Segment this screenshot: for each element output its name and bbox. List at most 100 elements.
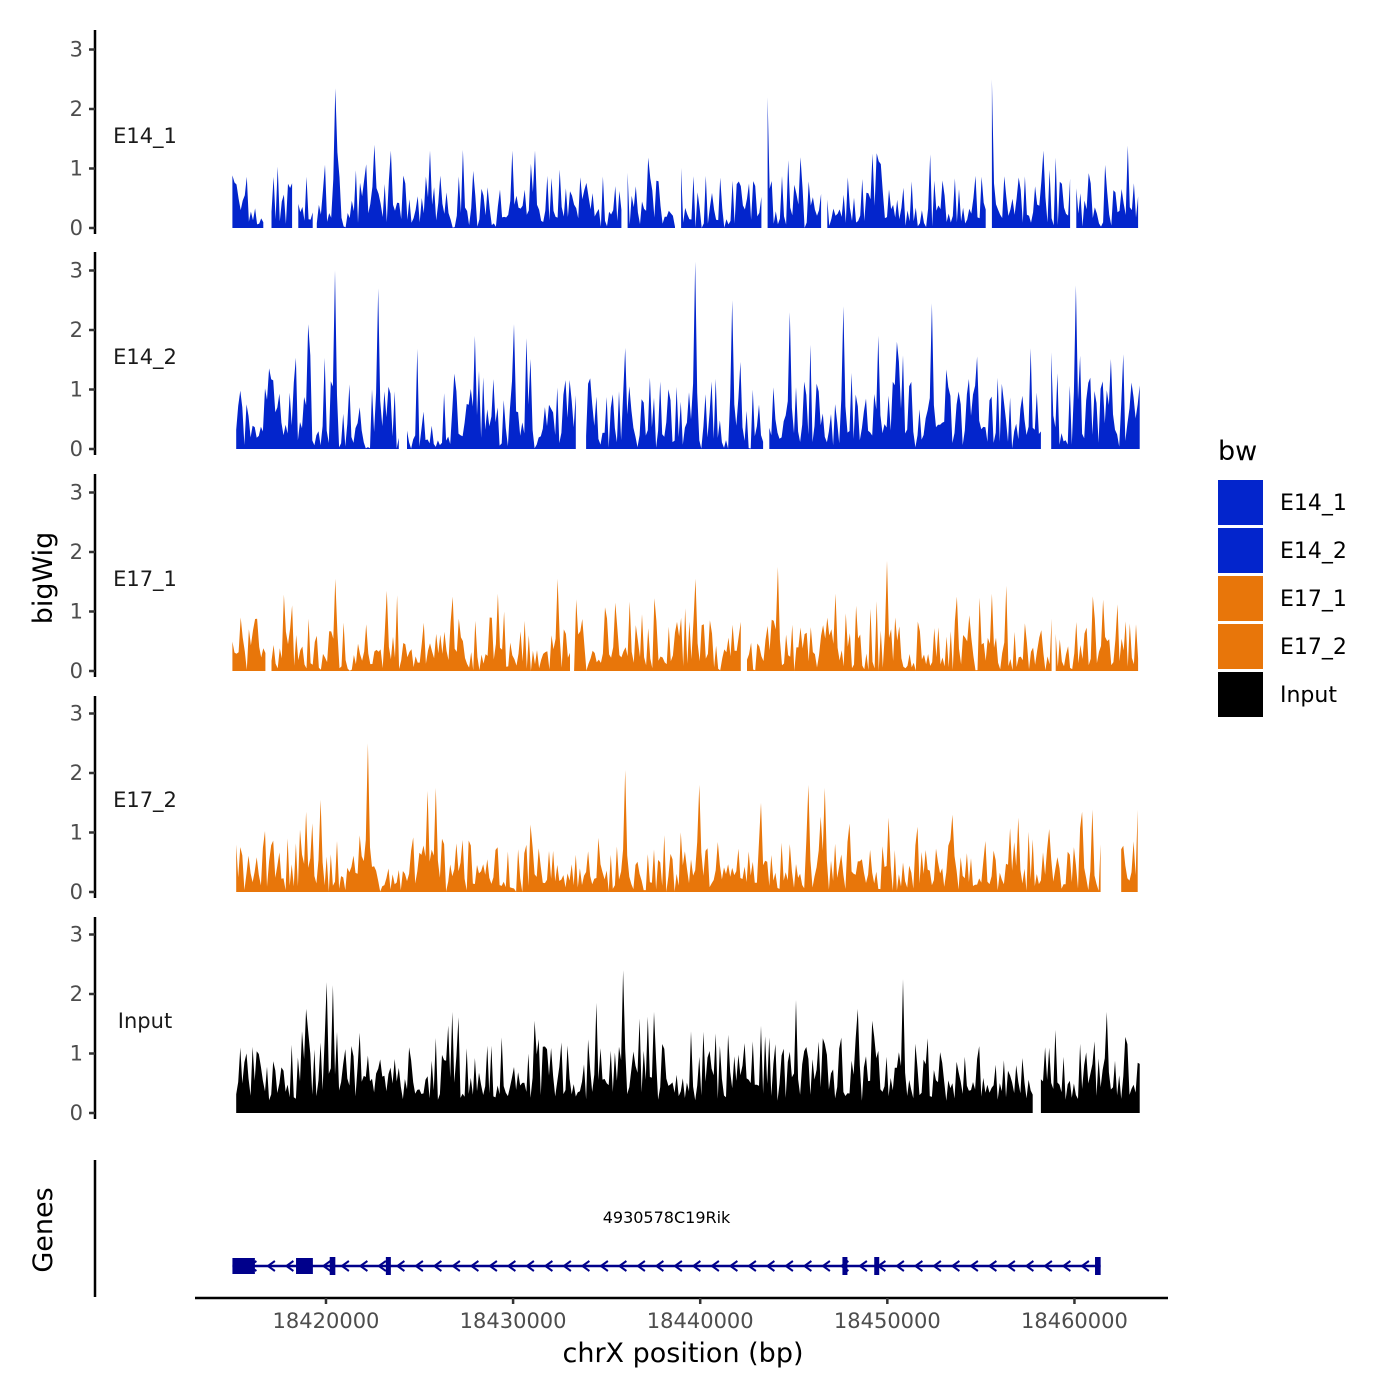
y-tick-label: 2 [70,761,83,785]
legend-title: bw [1218,436,1257,467]
strand-arrow [747,1260,757,1272]
strand-arrow [1006,1260,1016,1272]
signal-area [236,270,399,449]
x-tick-label: 18460000 [1021,1309,1128,1333]
signal-area [747,560,1052,671]
exon [385,1257,391,1275]
x-tick-label: 18440000 [647,1309,754,1333]
strand-arrow [414,1260,424,1272]
strand-arrow [710,1260,720,1272]
strand-arrow [488,1260,498,1272]
x-tick-label: 18430000 [460,1309,567,1333]
exon [874,1257,880,1275]
y-tick-label: 1 [70,157,83,181]
gene-panel: 4930578C19Rik [93,1160,1101,1297]
strand-arrow [802,1260,812,1272]
legend-label: E14_2 [1280,539,1347,564]
strand-arrow [1080,1260,1090,1272]
y-tick-label: 0 [70,659,83,683]
y-tick-label: 0 [70,437,83,461]
legend-swatch [1218,576,1263,621]
y-tick-label: 2 [70,982,83,1006]
strand-arrow [562,1260,572,1272]
signal-area [1051,285,1140,449]
exon [329,1257,336,1275]
strand-arrow [654,1260,664,1272]
strand-arrow [895,1260,905,1272]
signal-area [1040,1011,1140,1113]
signal-area [1055,596,1139,671]
gene-name-label: 4930578C19Rik [603,1208,731,1227]
gene-model: 4930578C19Rik [232,1208,1101,1275]
strand-arrow [525,1260,535,1272]
strand-arrow [673,1260,683,1272]
track-label: E14_1 [113,124,177,149]
strand-arrow [266,1260,276,1272]
legend-label: Input [1280,683,1337,708]
signal-area [991,79,1071,228]
strand-arrow [1043,1260,1053,1272]
legend-label: E17_2 [1280,635,1347,660]
strand-arrow [358,1260,368,1272]
y-tick-label: 2 [70,318,83,342]
y-tick-label: 3 [70,38,83,62]
track-label: E14_2 [113,345,177,370]
y-tick-label: 2 [70,97,83,121]
exon [296,1258,313,1274]
signal-area [271,578,570,671]
y-tick-label: 1 [70,821,83,845]
signal-area [574,578,741,671]
track-e17-2: 0 1 2 3 E17_2 [70,696,1138,904]
strand-arrow [451,1260,461,1272]
strand-arrow [543,1260,553,1272]
strand-arrow [691,1260,701,1272]
legend-swatch [1218,480,1263,525]
legend-swatch [1218,624,1263,669]
signal-area [236,743,1101,892]
strand-arrow [377,1260,387,1272]
y-tick-label: 1 [70,378,83,402]
strand-arrow [432,1260,442,1272]
y-tick-label: 2 [70,540,83,564]
signal-area [232,617,266,671]
signal-area [1076,145,1139,228]
strand-arrow [284,1260,294,1272]
track-label: Input [118,1009,172,1033]
legend-label: E14_1 [1280,491,1347,516]
y-tick-label: 1 [70,600,83,624]
strand-arrow [932,1260,942,1272]
strand-arrow [617,1260,627,1272]
strand-arrow [636,1260,646,1272]
signal-area [627,157,675,228]
signal-area [298,176,313,228]
x-tick-label: 18450000 [834,1309,941,1333]
x-axis-title: chrX position (bp) [562,1338,803,1369]
signal-area [681,167,762,228]
track-e14-2: 0 1 2 3 E14_2 [70,252,1140,461]
track-e14-1: 0 1 2 3 E14_1 [70,30,1139,240]
exon [1095,1257,1101,1275]
genes-axis-title: Genes [28,1187,59,1272]
track-input: 0 1 2 3 Input [70,917,1140,1125]
signal-area [316,88,622,228]
strand-arrow [858,1260,868,1272]
strand-arrow [395,1260,405,1272]
strand-arrow [821,1260,831,1272]
track-e17-1: 0 1 2 3 E17_1 [70,474,1139,683]
strand-arrow [469,1260,479,1272]
exon [232,1258,255,1274]
strand-arrow [1061,1260,1071,1272]
y-axis-title: bigWig [28,532,59,625]
y-tick-label: 3 [70,481,83,505]
signal-area [769,303,1041,449]
signal-area [1121,809,1138,892]
x-axis: 18420000 18430000 18440000 18450000 18460000 [195,1296,1168,1333]
signal-area [407,324,576,449]
y-tick-label: 3 [70,702,83,726]
strand-arrow [950,1260,960,1272]
strand-arrow [580,1260,590,1272]
strand-arrow [340,1260,350,1272]
y-tick-label: 0 [70,216,83,240]
bigwig-tracks: 0 1 2 3 E14_1 0 1 2 3 E14_2 0 1 2 3 E17_1 0 1 2 3 E17_2 0 1 2 3… [70,30,1140,1125]
